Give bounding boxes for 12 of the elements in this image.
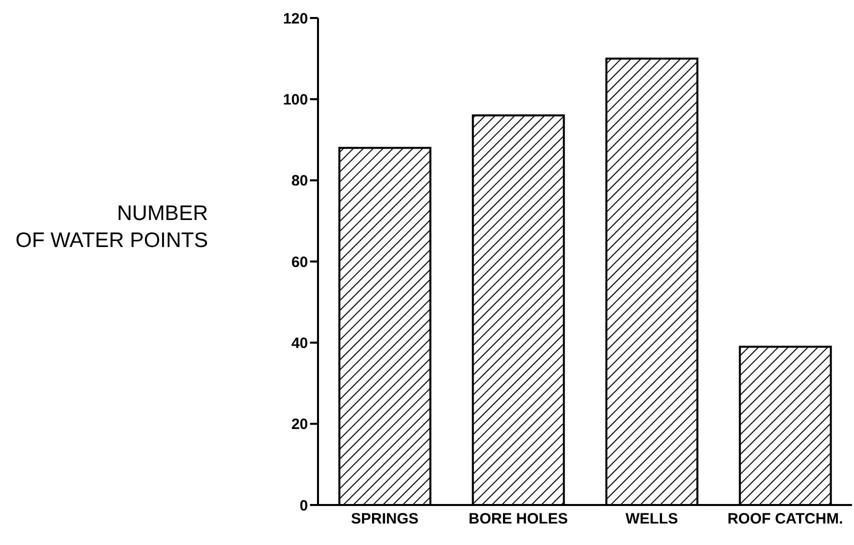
x-tick-label: WELLS [626,510,678,528]
x-tick-label: ROOF CATCHM. [727,510,844,528]
y-tick-label: 20 [291,416,308,434]
y-tick-label: 80 [291,172,308,190]
x-tick-label: SPRINGS [350,510,419,528]
y-axis-title: NUMBER OF WATER POINTS [16,201,208,254]
y-tick-label: 0 [300,497,308,514]
y-tick-label: 40 [291,334,308,352]
y-tick-label: 120 [282,10,308,28]
y-tick-label: 60 [291,254,308,271]
y-tick-label: 100 [282,91,308,108]
x-tick-label: BORE HOLES [468,510,568,528]
